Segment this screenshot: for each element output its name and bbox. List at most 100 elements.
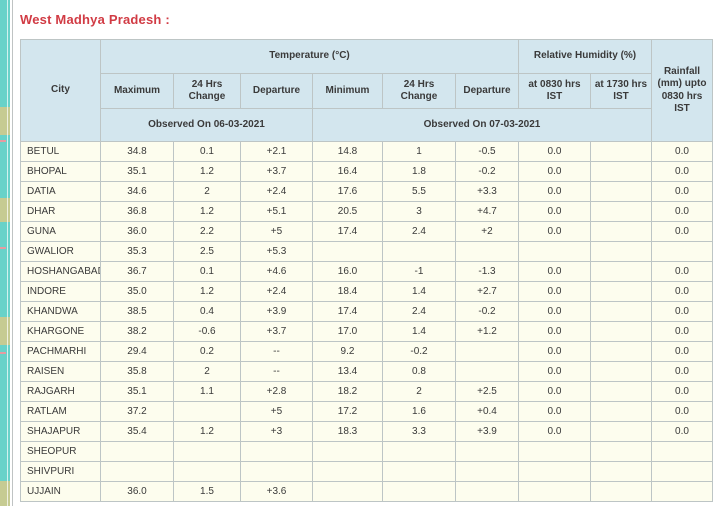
value-cell: 0.0 bbox=[518, 261, 591, 282]
value-cell bbox=[312, 461, 383, 482]
value-cell bbox=[455, 461, 519, 482]
value-cell: 0.0 bbox=[518, 321, 591, 342]
value-cell: 1.2 bbox=[173, 281, 241, 302]
panel-divider bbox=[12, 0, 13, 506]
value-cell: 0.0 bbox=[651, 341, 713, 362]
city-cell: HOSHANGABAD bbox=[20, 261, 101, 282]
value-cell bbox=[651, 481, 713, 502]
value-cell: 1.2 bbox=[173, 161, 241, 182]
map-boundary-mark bbox=[0, 247, 6, 249]
table-row: SHIVPURI bbox=[20, 461, 713, 482]
value-cell: 17.4 bbox=[312, 301, 383, 322]
value-cell bbox=[651, 461, 713, 482]
map-olive-patch bbox=[0, 481, 10, 506]
value-cell bbox=[590, 261, 652, 282]
table-row: GWALIOR 35.3 2.5 +5.3 bbox=[20, 241, 713, 262]
value-cell: 2 bbox=[173, 361, 241, 382]
region-title: West Madhya Pradesh : bbox=[20, 12, 170, 27]
value-cell bbox=[240, 441, 313, 462]
value-cell: 0.0 bbox=[518, 281, 591, 302]
table-row: PACHMARHI 29.4 0.2 -- 9.2 -0.2 0.0 0.0 bbox=[20, 341, 713, 362]
city-cell: BETUL bbox=[20, 141, 101, 162]
value-cell: -0.5 bbox=[455, 141, 519, 162]
value-cell: 0.0 bbox=[651, 181, 713, 202]
value-cell: -0.2 bbox=[455, 301, 519, 322]
value-cell bbox=[173, 441, 241, 462]
table-row: HOSHANGABAD 36.7 0.1 +4.6 16.0 -1 -1.3 0… bbox=[20, 261, 713, 282]
column-header-maximum: Maximum bbox=[100, 73, 174, 109]
value-cell: 18.2 bbox=[312, 381, 383, 402]
value-cell bbox=[590, 381, 652, 402]
value-cell: 38.2 bbox=[100, 321, 174, 342]
value-cell: 0.1 bbox=[173, 261, 241, 282]
city-cell: SHAJAPUR bbox=[20, 421, 101, 442]
value-cell bbox=[590, 141, 652, 162]
value-cell: 36.7 bbox=[100, 261, 174, 282]
value-cell bbox=[455, 341, 519, 362]
value-cell: 0.8 bbox=[382, 361, 456, 382]
map-olive-patch bbox=[0, 198, 10, 222]
value-cell: +4.6 bbox=[240, 261, 313, 282]
city-cell: RATLAM bbox=[20, 401, 101, 422]
value-cell bbox=[651, 441, 713, 462]
value-cell: 2.2 bbox=[173, 221, 241, 242]
value-cell: 0.0 bbox=[518, 421, 591, 442]
value-cell: 35.0 bbox=[100, 281, 174, 302]
value-cell: 0.4 bbox=[173, 301, 241, 322]
value-cell bbox=[590, 181, 652, 202]
city-cell: RAISEN bbox=[20, 361, 101, 382]
table-row: UJJAIN 36.0 1.5 +3.6 bbox=[20, 481, 713, 502]
value-cell: 17.6 bbox=[312, 181, 383, 202]
table-row: GUNA 36.0 2.2 +5 17.4 2.4 +2 0.0 0.0 bbox=[20, 221, 713, 242]
value-cell: 1.5 bbox=[173, 481, 241, 502]
city-cell: PACHMARHI bbox=[20, 341, 101, 362]
table-body: BETUL 34.8 0.1 +2.1 14.8 1 -0.5 0.0 0.0 … bbox=[20, 141, 713, 502]
value-cell: 0.0 bbox=[651, 401, 713, 422]
value-cell: 3 bbox=[382, 201, 456, 222]
value-cell bbox=[590, 441, 652, 462]
value-cell: 36.0 bbox=[100, 481, 174, 502]
table-row: KHARGONE 38.2 -0.6 +3.7 17.0 1.4 +1.2 0.… bbox=[20, 321, 713, 342]
table-row: DHAR 36.8 1.2 +5.1 20.5 3 +4.7 0.0 0.0 bbox=[20, 201, 713, 222]
value-cell: 0.0 bbox=[651, 141, 713, 162]
table-row: RATLAM 37.2 +5 17.2 1.6 +0.4 0.0 0.0 bbox=[20, 401, 713, 422]
value-cell bbox=[518, 461, 591, 482]
value-cell: -1 bbox=[382, 261, 456, 282]
value-cell bbox=[590, 241, 652, 262]
value-cell bbox=[312, 441, 383, 462]
value-cell: 1.2 bbox=[173, 421, 241, 442]
table-row: RAJGARH 35.1 1.1 +2.8 18.2 2 +2.5 0.0 0.… bbox=[20, 381, 713, 402]
table-row: BETUL 34.8 0.1 +2.1 14.8 1 -0.5 0.0 0.0 bbox=[20, 141, 713, 162]
value-cell: 9.2 bbox=[312, 341, 383, 362]
value-cell: 1.4 bbox=[382, 281, 456, 302]
observed-date-left: Observed On 06-03-2021 bbox=[100, 108, 313, 142]
column-header-city: City bbox=[20, 39, 101, 142]
column-header-24hrs-change-max: 24 Hrs Change bbox=[173, 73, 241, 109]
map-olive-patch bbox=[0, 317, 10, 345]
value-cell: 0.1 bbox=[173, 141, 241, 162]
value-cell: +2.1 bbox=[240, 141, 313, 162]
value-cell bbox=[590, 161, 652, 182]
value-cell bbox=[382, 461, 456, 482]
city-cell: DHAR bbox=[20, 201, 101, 222]
value-cell: 0.0 bbox=[651, 161, 713, 182]
value-cell bbox=[455, 241, 519, 262]
value-cell: -0.6 bbox=[173, 321, 241, 342]
value-cell: 0.0 bbox=[651, 221, 713, 242]
value-cell: 1.6 bbox=[382, 401, 456, 422]
value-cell: 0.0 bbox=[651, 301, 713, 322]
value-cell bbox=[312, 241, 383, 262]
value-cell: 0.0 bbox=[518, 181, 591, 202]
value-cell: 14.8 bbox=[312, 141, 383, 162]
city-cell: SHIVPURI bbox=[20, 461, 101, 482]
value-cell: 0.0 bbox=[518, 141, 591, 162]
column-header-departure-max: Departure bbox=[240, 73, 313, 109]
value-cell: +3.3 bbox=[455, 181, 519, 202]
value-cell: +5 bbox=[240, 221, 313, 242]
city-cell: UJJAIN bbox=[20, 481, 101, 502]
map-grid-line bbox=[7, 0, 8, 506]
value-cell: 35.1 bbox=[100, 381, 174, 402]
value-cell: 0.0 bbox=[518, 301, 591, 322]
value-cell: 1 bbox=[382, 141, 456, 162]
value-cell bbox=[590, 301, 652, 322]
